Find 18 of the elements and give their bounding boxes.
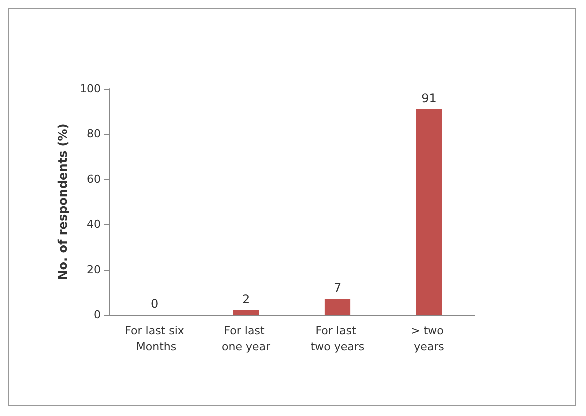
data-label: 91	[422, 91, 437, 106]
y-tick-label: 60	[87, 172, 101, 186]
y-tick-label: 100	[80, 82, 101, 96]
data-label: 2	[242, 292, 250, 306]
x-tick-label: > two years	[411, 324, 448, 354]
bar	[233, 310, 260, 315]
bar	[324, 299, 351, 315]
bar	[416, 109, 442, 315]
y-axis-title: No. of respondents (%)	[56, 124, 70, 280]
x-tick-label: For last six Months	[125, 324, 185, 354]
data-label: 7	[334, 281, 342, 296]
y-tick-label: 0	[94, 308, 101, 322]
data-label: 0	[150, 297, 159, 311]
y-tick-label: 20	[87, 263, 101, 276]
x-tick-label: For last one year	[222, 324, 271, 354]
y-tick-label: 40	[87, 218, 101, 232]
y-tick-label: 80	[87, 128, 101, 141]
x-tick-label: For last two years	[310, 324, 365, 354]
